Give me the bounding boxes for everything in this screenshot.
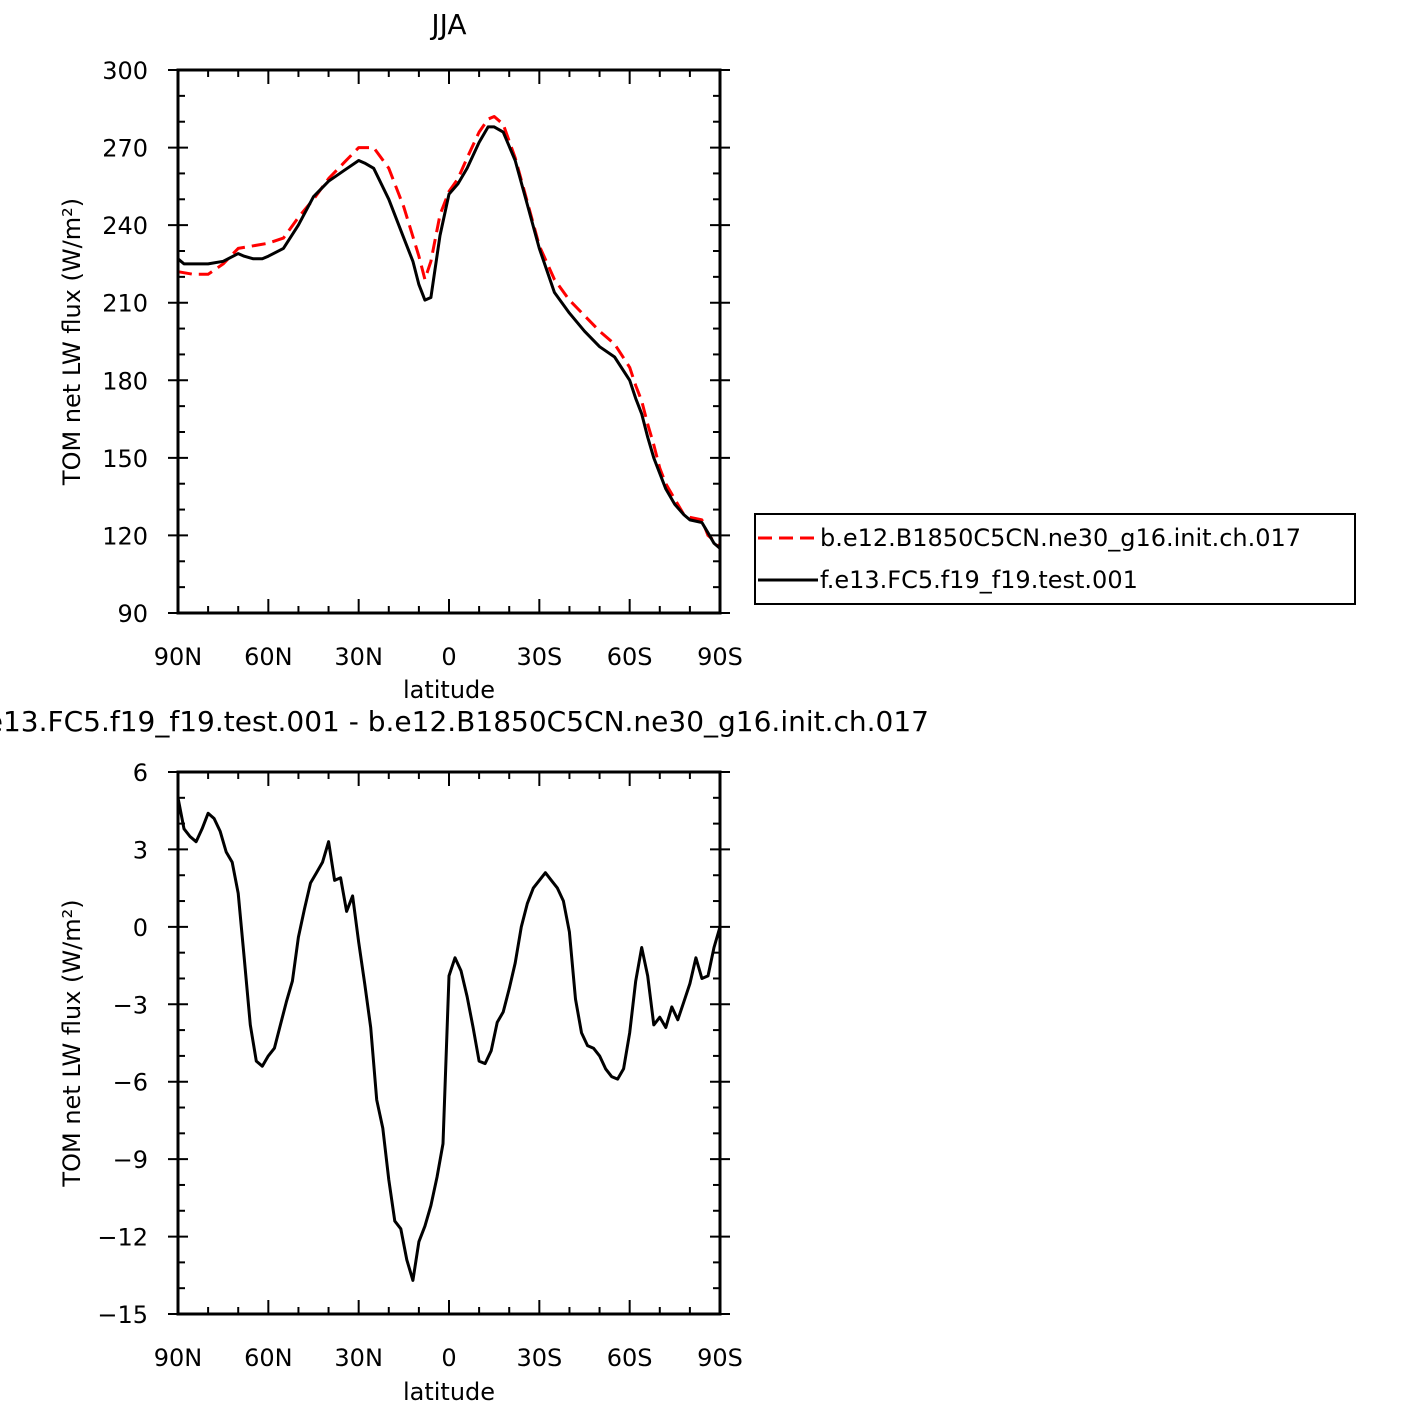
y-tick-label: 300 xyxy=(102,57,148,85)
legend-label: f.e13.FC5.f19_f19.test.001 xyxy=(820,566,1138,594)
series-line-1 xyxy=(176,797,722,1282)
x-tick-label: 30S xyxy=(516,643,562,671)
x-tick-label: 90S xyxy=(697,643,743,671)
x-tick-label: 60S xyxy=(607,1344,653,1372)
y-tick-label: 90 xyxy=(117,600,148,628)
y-tick-label: 0 xyxy=(133,914,148,942)
y-tick-label: 180 xyxy=(102,367,148,395)
y-tick-label: −12 xyxy=(97,1224,148,1252)
y-tick-label: −9 xyxy=(113,1146,148,1174)
legend-label: b.e12.B1850C5CN.ne30_g16.init.ch.017 xyxy=(820,524,1301,552)
y-axis-label: TOM net LW flux (W/m²) xyxy=(58,198,86,486)
x-tick-label: 30S xyxy=(516,1344,562,1372)
x-tick-label: 30N xyxy=(334,643,383,671)
tick-marks xyxy=(168,69,730,614)
y-tick-label: 210 xyxy=(102,290,148,318)
plot-2: f.e13.FC5.f19_f19.test.001 - b.e12.B1850… xyxy=(0,705,929,1406)
plot-frame xyxy=(176,68,722,615)
x-tick-label: 90N xyxy=(154,643,203,671)
y-tick-label: 240 xyxy=(102,212,148,240)
series-line-1 xyxy=(177,115,722,550)
x-tick-label: 60N xyxy=(244,1344,293,1372)
plot-1: JJA latitude TOM net LW flux (W/m²) 90N 60N 3… xyxy=(58,8,1356,704)
series-line-2 xyxy=(177,125,721,550)
legend: b.e12.B1850C5CN.ne30_g16.init.ch.017 f.e1… xyxy=(754,513,1356,605)
y-axis-label: TOM net LW flux (W/m²) xyxy=(58,899,86,1187)
x-axis-label: latitude xyxy=(403,676,495,704)
y-tick-label: 150 xyxy=(102,445,148,473)
plot-title: f.e13.FC5.f19_f19.test.001 - b.e12.B1850… xyxy=(0,705,929,738)
x-tick-label: 60S xyxy=(607,643,653,671)
y-tick-label: 6 xyxy=(133,759,148,787)
plot-title: JJA xyxy=(429,8,466,41)
y-tick-label: −15 xyxy=(97,1301,148,1329)
plot-frame xyxy=(176,770,722,1316)
x-tick-label: 0 xyxy=(441,643,456,671)
y-tick-label: 120 xyxy=(102,522,148,550)
x-tick-label: 60N xyxy=(244,643,293,671)
legend-box xyxy=(754,513,1356,605)
x-tick-label: 0 xyxy=(441,1344,456,1372)
y-tick-label: 3 xyxy=(133,836,148,864)
x-axis-label: latitude xyxy=(403,1378,495,1406)
y-tick-label: 270 xyxy=(102,135,148,163)
x-tick-label: 90N xyxy=(154,1344,203,1372)
y-tick-label: −6 xyxy=(113,1069,148,1097)
y-tick-label: −3 xyxy=(113,991,148,1019)
x-tick-label: 30N xyxy=(334,1344,383,1372)
x-tick-label: 90S xyxy=(697,1344,743,1372)
